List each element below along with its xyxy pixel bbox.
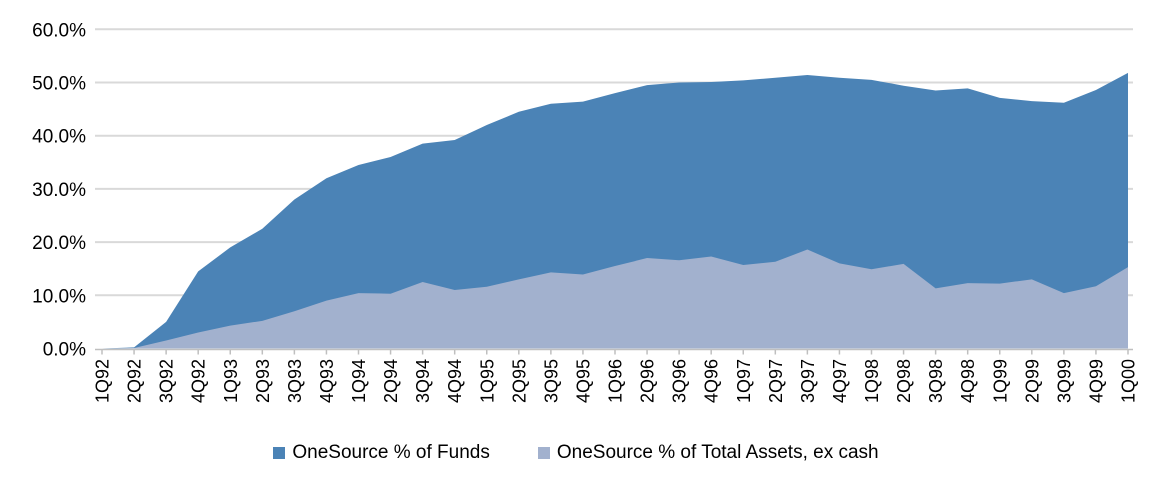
x-axis-tick-label: 1Q92	[93, 359, 113, 403]
x-axis-tick-label: 3Q93	[285, 359, 305, 403]
y-axis-tick-label: 0.0%	[43, 340, 86, 361]
x-axis-tick-label: 2Q95	[509, 359, 529, 403]
x-axis-tick-label: 4Q95	[573, 359, 593, 403]
x-axis-tick-label: 2Q97	[766, 359, 786, 403]
x-axis-tick-label: 2Q94	[381, 359, 401, 403]
area-series-total-assets	[102, 249, 1128, 349]
x-axis-tick-label: 3Q95	[541, 359, 561, 403]
x-axis-tick-label: 3Q98	[926, 359, 946, 403]
legend-item-total-assets[interactable]: OneSource % of Total Assets, ex cash	[537, 442, 879, 464]
y-axis-tick-label: 50.0%	[32, 74, 86, 95]
x-axis-tick-label: 2Q92	[125, 359, 145, 403]
x-axis-tick-label: 1Q00	[1119, 359, 1139, 403]
x-axis-tick-label: 3Q94	[413, 359, 433, 403]
x-axis-tick-label: 1Q97	[734, 359, 754, 403]
legend-label-funds: OneSource % of Funds	[292, 442, 490, 463]
legend-swatch-total-assets-icon	[537, 447, 550, 459]
x-axis-tick-label: 1Q94	[349, 359, 369, 403]
x-axis-tick-label: 1Q99	[990, 359, 1010, 403]
legend-label-total-assets: OneSource % of Total Assets, ex cash	[556, 442, 879, 463]
y-axis-tick-label: 40.0%	[32, 127, 86, 148]
x-axis-tick-label: 3Q92	[157, 359, 177, 403]
y-axis-tick-label: 30.0%	[32, 180, 86, 201]
x-axis-tick-label: 3Q96	[670, 359, 690, 403]
x-axis-tick-label: 4Q99	[1086, 359, 1106, 403]
x-axis-tick-label: 3Q99	[1054, 359, 1074, 403]
x-axis-tick-label: 4Q92	[189, 359, 209, 403]
y-axis-tick-label: 10.0%	[32, 286, 86, 307]
legend: OneSource % of Funds OneSource % of Tota…	[0, 438, 1152, 468]
x-axis-tick-label: 2Q98	[894, 359, 914, 403]
x-axis-tick-label: 3Q97	[798, 359, 818, 403]
legend-item-funds[interactable]: OneSource % of Funds	[273, 442, 490, 464]
x-axis-tick-label: 1Q96	[606, 359, 626, 403]
x-axis-tick-label: 4Q93	[317, 359, 337, 403]
x-axis-tick-label: 4Q98	[958, 359, 978, 403]
x-axis-tick-label: 1Q93	[221, 359, 241, 403]
x-axis-tick-label: 2Q93	[253, 359, 273, 403]
y-axis-tick-label: 20.0%	[32, 233, 86, 254]
x-axis-tick-label: 1Q95	[477, 359, 497, 403]
x-axis-tick-label: 2Q96	[638, 359, 658, 403]
x-axis-tick-label: 1Q98	[862, 359, 882, 403]
y-axis-tick-label: 60.0%	[32, 20, 86, 41]
x-axis-tick-label: 4Q94	[445, 359, 465, 403]
chart-plot-area: 0.0% 10.0% 20.0% 30.0% 40.0% 50.0% 60.0% 1Q92 2Q…	[32, 20, 1139, 403]
x-axis-tick-label: 4Q97	[830, 359, 850, 403]
legend-swatch-funds-icon	[273, 447, 286, 459]
x-axis-tick-label: 2Q99	[1022, 359, 1042, 403]
x-axis-tick-label: 4Q96	[702, 359, 722, 403]
